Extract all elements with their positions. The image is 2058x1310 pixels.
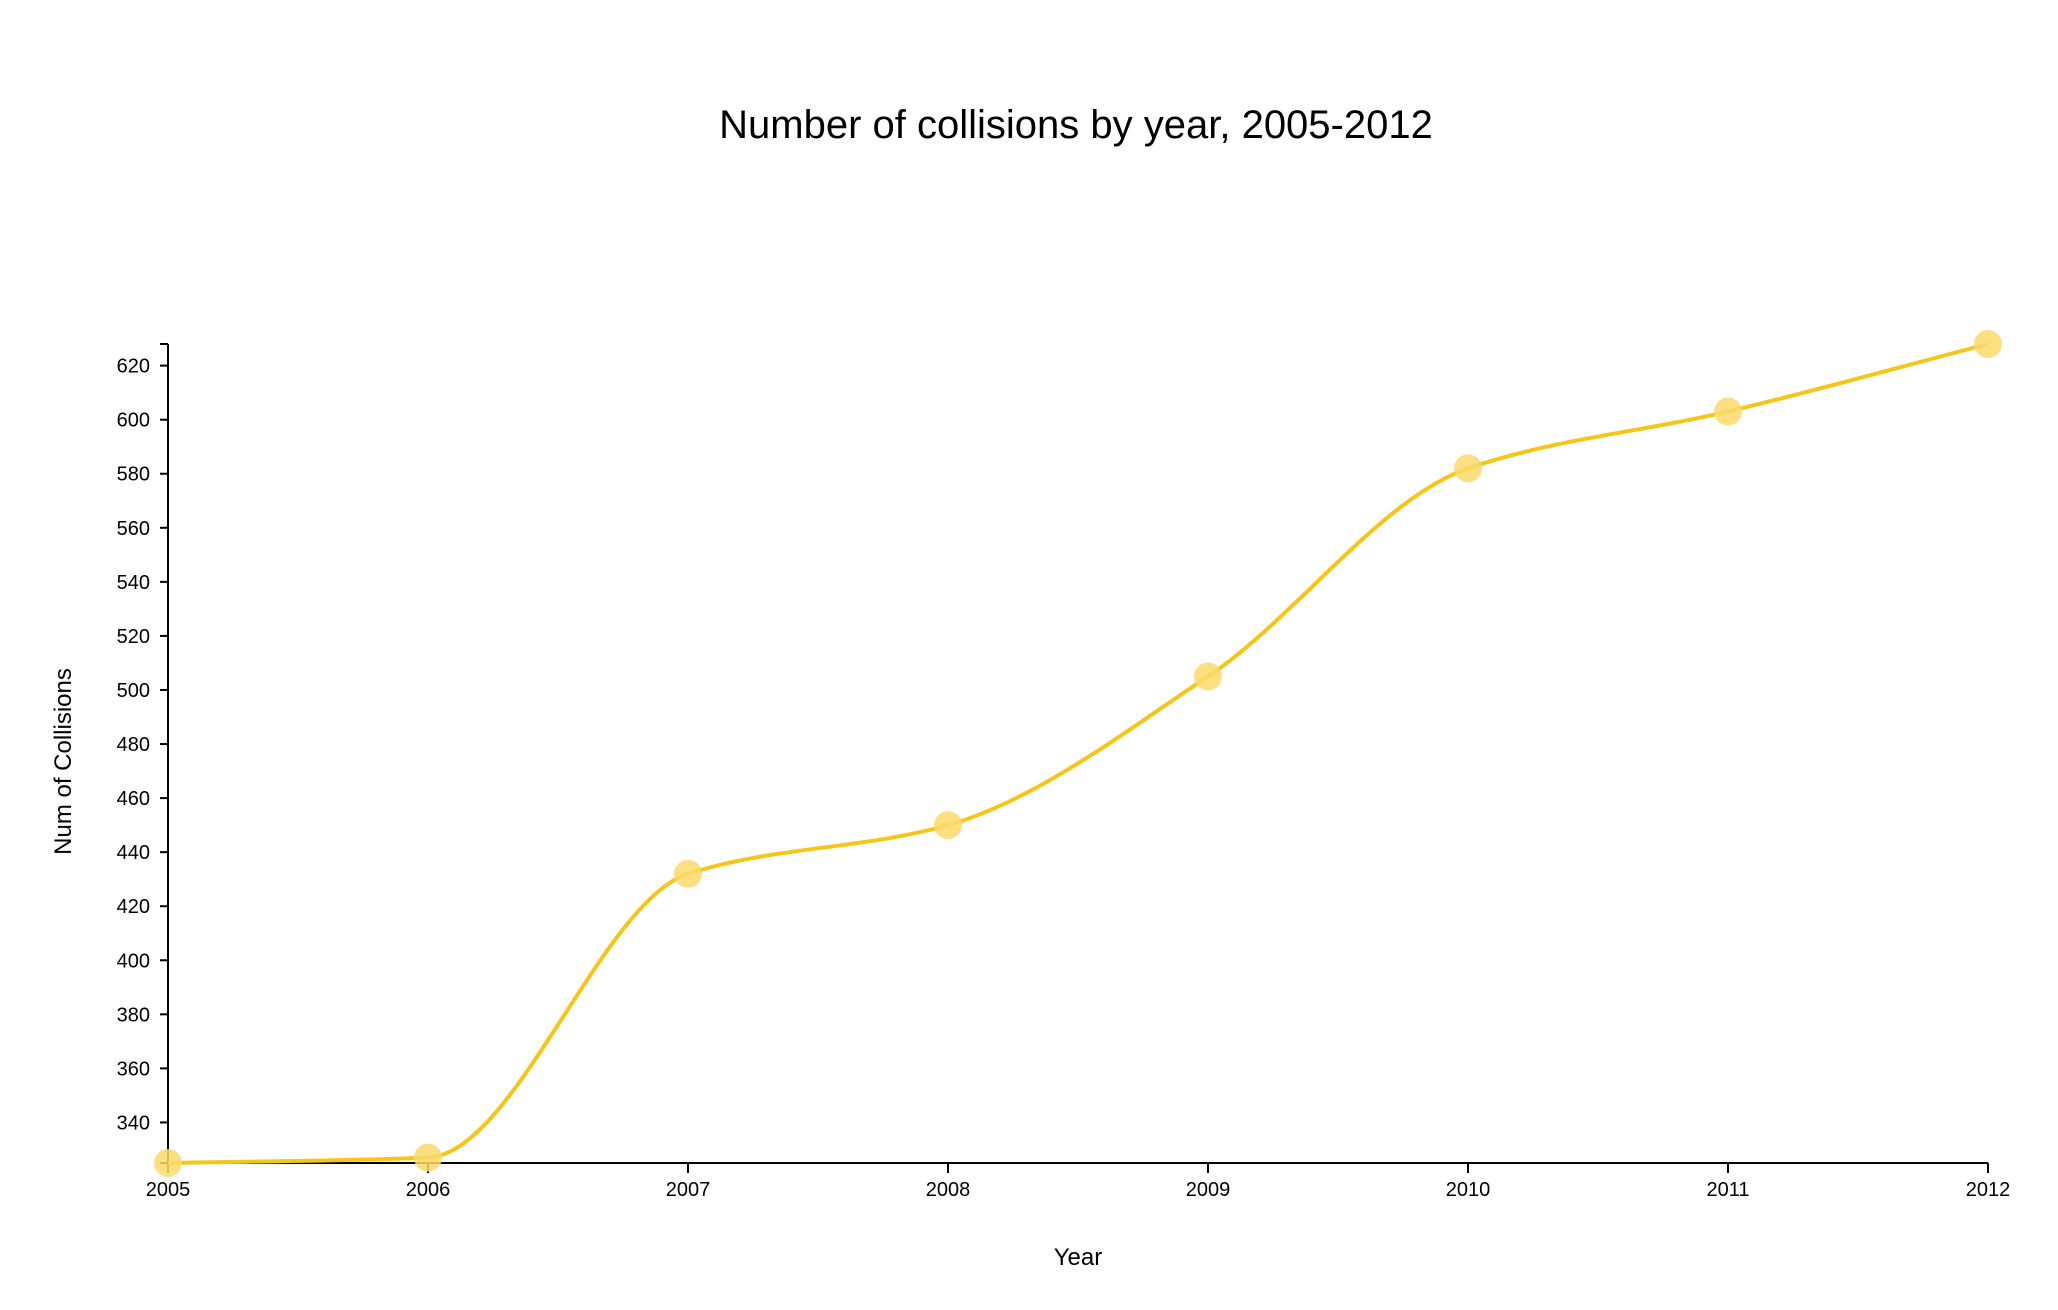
data-point xyxy=(1974,330,2002,358)
x-tick-label: 2008 xyxy=(926,1179,971,1201)
data-point xyxy=(1714,397,1742,426)
y-tick-label: 380 xyxy=(117,1004,150,1026)
y-tick-label: 620 xyxy=(117,356,150,378)
y-tick-label: 600 xyxy=(117,410,150,432)
y-tick-label: 500 xyxy=(117,680,150,702)
y-tick-label: 520 xyxy=(117,626,150,648)
data-point xyxy=(934,811,962,840)
y-tick-label: 540 xyxy=(117,572,150,594)
series-line xyxy=(167,342,1989,1165)
y-tick-label: 400 xyxy=(117,950,150,972)
x-tick-label: 2010 xyxy=(1446,1179,1491,1201)
y-tick-label: 420 xyxy=(117,896,150,918)
y-tick-label: 360 xyxy=(117,1058,150,1080)
x-axis: 2005 2006 2007 2008 2009 2010 2011 2012 xyxy=(146,1162,2011,1201)
y-axis-title: Num of Collisions xyxy=(50,668,77,855)
y-tick-label: 580 xyxy=(117,464,150,486)
y-axis: 340 360 380 400 420 440 460 480 500 520 540 560 580 6… xyxy=(117,343,169,1163)
x-tick-label: 2007 xyxy=(666,1179,711,1201)
data-point xyxy=(414,1143,442,1172)
x-tick-label: 2009 xyxy=(1186,1179,1231,1201)
chart-title: Number of collisions by year, 2005-2012 xyxy=(719,103,1433,147)
y-tick-label: 460 xyxy=(117,788,150,810)
data-point xyxy=(1454,454,1482,483)
x-tick-label: 2005 xyxy=(146,1179,191,1201)
data-point xyxy=(1194,662,1222,691)
data-point xyxy=(154,1149,182,1177)
y-tick-label: 440 xyxy=(117,842,150,864)
x-axis-title: Year xyxy=(1054,1244,1103,1271)
x-tick-label: 2006 xyxy=(406,1179,451,1201)
series-layer xyxy=(154,330,2002,1177)
x-tick-label: 2012 xyxy=(1966,1179,2011,1201)
y-tick-label: 340 xyxy=(117,1112,150,1134)
x-tick-label: 2011 xyxy=(1706,1179,1749,1201)
y-tick-label: 480 xyxy=(117,734,150,756)
y-tick-label: 560 xyxy=(117,518,150,540)
data-point xyxy=(674,859,702,888)
